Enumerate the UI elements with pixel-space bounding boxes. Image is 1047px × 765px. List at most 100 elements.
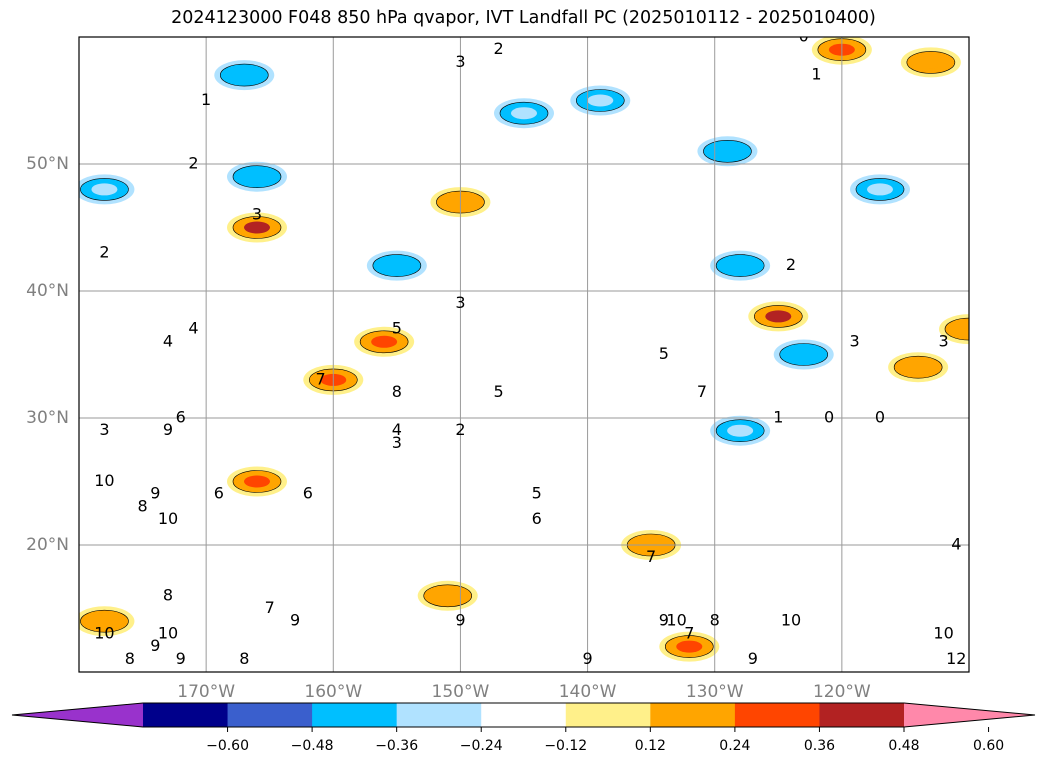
contour-label: 3: [99, 420, 109, 439]
contour-label: 9: [290, 611, 300, 630]
contour-label: 3: [392, 433, 402, 452]
chart-title: 2024123000 F048 850 hPa qvapor, IVT Land…: [171, 8, 876, 28]
contour-label: 5: [659, 344, 669, 363]
contour-label: 6: [176, 408, 186, 427]
contour-label: 8: [125, 649, 135, 668]
contour-label: 5: [532, 484, 542, 503]
lon-tick-label: 170°W: [177, 682, 235, 702]
lon-tick-label: 160°W: [304, 682, 362, 702]
colorbar-tick-label: 0.48: [888, 738, 919, 754]
shaded-region-core: [231, 69, 258, 82]
shaded-region-core: [587, 94, 614, 107]
colorbar-tick-label: −0.36: [375, 738, 418, 754]
shaded-region-core: [905, 361, 932, 374]
colorbar-tick-label: 0.60: [973, 738, 1004, 754]
lon-tick-label: 150°W: [432, 682, 490, 702]
contour-label: 1: [201, 90, 211, 109]
contour-label: 8: [239, 649, 249, 668]
contour-label: 7: [646, 547, 656, 566]
contour-label: 2: [455, 420, 465, 439]
lon-tick-label: 140°W: [559, 682, 617, 702]
contour-label: 10: [94, 623, 114, 642]
contour-label: 9: [582, 649, 592, 668]
contour-label: 2: [99, 242, 109, 261]
contour-label: 4: [951, 535, 961, 554]
contour-label: 9: [176, 649, 186, 668]
lon-tick-label: 130°W: [686, 682, 744, 702]
shaded-region-core: [956, 323, 969, 336]
contour-label: 1: [811, 65, 821, 84]
contour-label: 2: [188, 154, 198, 173]
shaded-region-core: [434, 589, 461, 602]
colorbar-segment: [565, 703, 651, 727]
colorbar-segment: [143, 703, 229, 727]
colorbar-tick-label: 0.24: [719, 738, 750, 754]
colorbar-segment: [227, 703, 313, 727]
contour-label: 9: [455, 611, 465, 630]
shaded-region-core: [244, 475, 270, 488]
shaded-region-core: [383, 259, 410, 272]
contour-label: 9: [163, 420, 173, 439]
lon-tick-label: 120°W: [813, 682, 871, 702]
contour-label: 10: [94, 471, 114, 490]
contour-label: 4: [392, 420, 402, 439]
contour-label: 10: [781, 611, 801, 630]
shaded-region-core: [727, 259, 754, 272]
colorbar-segment: [734, 703, 820, 727]
lat-tick-label: 50°N: [26, 154, 69, 174]
shaded-region-core: [91, 615, 118, 628]
colorbar-extend-low: [12, 703, 143, 727]
contour-label: 8: [392, 382, 402, 401]
contour-label: 10: [933, 623, 953, 642]
contour-label: 8: [163, 585, 173, 604]
colorbar-segment: [819, 703, 905, 727]
shaded-region-core: [867, 183, 893, 196]
contour-label: 6: [303, 484, 313, 503]
contour-label: 4: [163, 331, 173, 350]
contour-label: 8: [137, 496, 147, 515]
contour-label: 6: [214, 484, 224, 503]
contour-label: 3: [455, 52, 465, 71]
lat-tick-label: 20°N: [26, 535, 69, 555]
colorbar-tick-label: 0.12: [635, 738, 666, 754]
contour-label: 10: [666, 611, 686, 630]
shaded-region-core: [244, 170, 270, 183]
colorbar-tick-label: 0.36: [804, 738, 835, 754]
contour-label: 2: [493, 39, 503, 58]
shaded-region-core: [676, 640, 703, 653]
colorbar-segment: [396, 703, 482, 727]
contour-label: 3: [849, 331, 859, 350]
contour-label: 3: [938, 331, 948, 350]
colorbar-tick-label: −0.48: [291, 738, 334, 754]
contour-label: 0: [799, 27, 809, 46]
contour-label: 7: [315, 369, 325, 388]
colorbar-tick-label: −0.60: [206, 738, 249, 754]
map-frame: [78, 36, 970, 673]
contour-label: 7: [265, 598, 275, 617]
shaded-region-core: [371, 335, 398, 348]
contour-label: 10: [158, 623, 178, 642]
colorbar-segment: [650, 703, 736, 727]
colorbar-tick-label: −0.24: [460, 738, 503, 754]
shaded-region-core: [917, 56, 944, 69]
colorbar-extend-high: [904, 703, 1035, 727]
shaded-region-core: [714, 145, 741, 158]
lat-tick-label: 30°N: [26, 408, 69, 428]
shaded-region-core: [765, 310, 792, 323]
shaded-region-core: [790, 348, 817, 361]
shaded-region-core: [244, 221, 270, 234]
lat-tick-label: 40°N: [26, 281, 69, 301]
shaded-region-core: [727, 424, 754, 437]
contour-label: 3: [455, 293, 465, 312]
contour-label: 8: [710, 611, 720, 630]
contour-label: 0: [824, 408, 834, 427]
colorbar-segment: [312, 703, 398, 727]
contour-label: 9: [150, 636, 160, 655]
contour-label: 9: [659, 611, 669, 630]
contour-label: 12: [946, 649, 966, 668]
shaded-region-core: [511, 107, 537, 120]
contour-label: 0: [875, 408, 885, 427]
colorbar-tick-label: −0.12: [544, 738, 587, 754]
colorbar-segment: [481, 703, 567, 727]
